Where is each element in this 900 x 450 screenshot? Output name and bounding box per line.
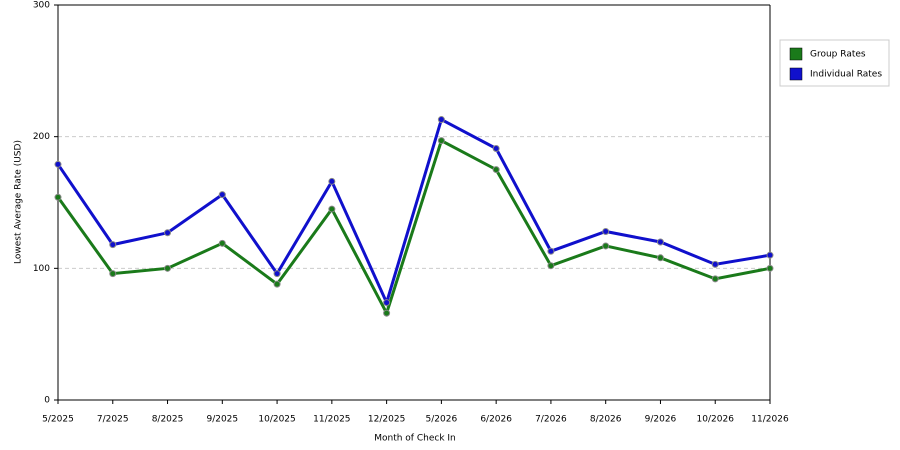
data-point xyxy=(109,270,117,278)
data-point xyxy=(54,193,62,201)
data-point xyxy=(164,264,172,272)
data-point xyxy=(602,242,610,250)
data-point xyxy=(218,191,226,199)
x-tick-label: 10/2025 xyxy=(258,415,295,425)
x-tick-label: 7/2026 xyxy=(535,415,567,425)
y-axis-label: Lowest Average Rate (USD) xyxy=(14,140,24,264)
x-tick-label: 5/2026 xyxy=(426,415,458,425)
y-tick-label: 0 xyxy=(44,396,50,406)
data-point xyxy=(602,227,610,235)
data-point xyxy=(492,145,500,153)
data-point xyxy=(109,241,117,249)
x-tick-label: 8/2025 xyxy=(152,415,184,425)
data-point xyxy=(547,247,555,255)
x-axis-label: Month of Check In xyxy=(374,434,456,444)
data-point xyxy=(218,239,226,247)
legend-label: Group Rates xyxy=(810,50,866,60)
x-tick-label: 12/2025 xyxy=(368,415,405,425)
data-point xyxy=(656,254,664,262)
x-tick-label: 8/2026 xyxy=(590,415,622,425)
data-point xyxy=(328,177,336,185)
y-tick-label: 300 xyxy=(33,1,50,11)
series-line xyxy=(56,117,771,307)
data-point xyxy=(766,251,774,259)
data-point xyxy=(711,275,719,283)
x-tick-label: 7/2025 xyxy=(97,415,129,425)
data-point xyxy=(328,205,336,213)
x-tick-label: 9/2025 xyxy=(206,415,238,425)
y-tick-label: 200 xyxy=(33,132,50,142)
x-tick-label: 5/2025 xyxy=(42,415,74,425)
data-point xyxy=(766,264,774,272)
legend-label: Individual Rates xyxy=(810,70,882,80)
x-tick-label: 11/2025 xyxy=(313,415,350,425)
legend-swatch xyxy=(789,67,803,81)
data-point xyxy=(656,238,664,246)
data-point xyxy=(547,262,555,270)
data-point xyxy=(164,229,172,237)
legend-swatch xyxy=(789,47,803,61)
data-point xyxy=(273,280,281,288)
data-point xyxy=(54,160,62,168)
x-tick-label: 11/2026 xyxy=(751,415,789,425)
data-point xyxy=(383,299,391,307)
data-point xyxy=(437,116,445,124)
data-point xyxy=(492,166,500,174)
series-line xyxy=(56,138,771,317)
x-tick-label: 9/2026 xyxy=(645,415,677,425)
data-point xyxy=(383,309,391,317)
x-tick-label: 10/2026 xyxy=(697,415,735,425)
x-tick-label: 6/2026 xyxy=(480,415,512,425)
data-point xyxy=(711,260,719,268)
data-point xyxy=(273,270,281,278)
data-point xyxy=(437,137,445,145)
y-tick-label: 100 xyxy=(33,264,50,274)
